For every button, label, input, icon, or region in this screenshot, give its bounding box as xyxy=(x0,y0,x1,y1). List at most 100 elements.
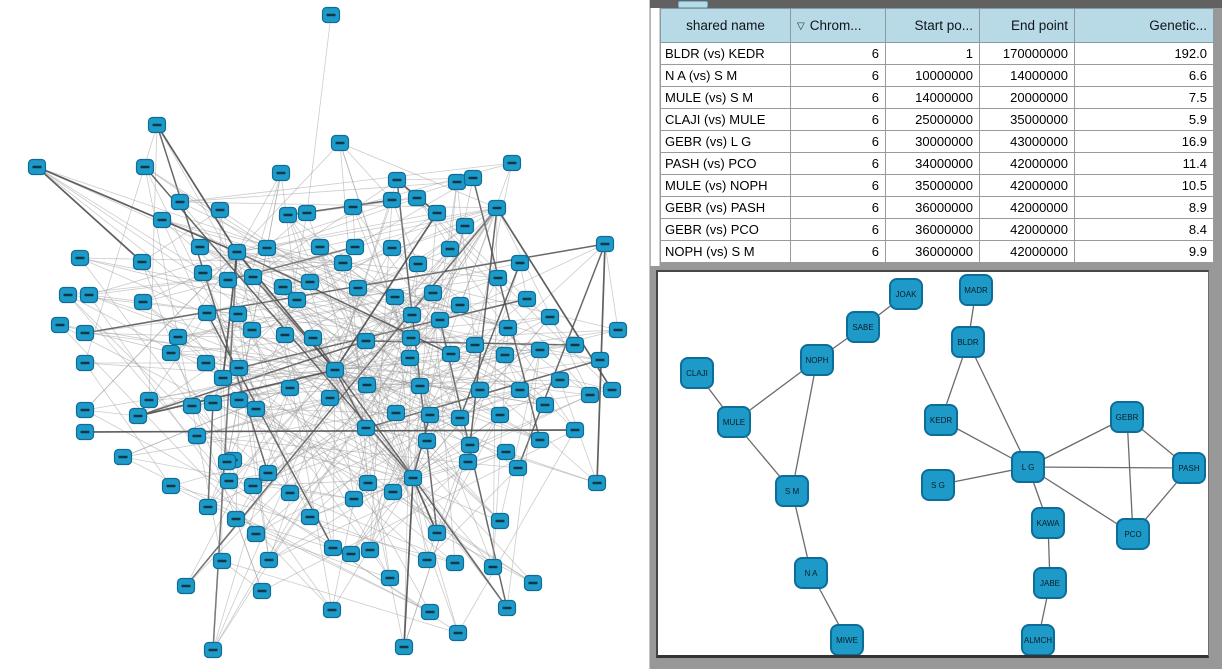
network-node[interactable] xyxy=(229,391,249,409)
network-node[interactable] xyxy=(427,204,447,222)
network-node[interactable] xyxy=(58,286,78,304)
network-node[interactable] xyxy=(497,599,517,617)
table-cell[interactable]: 14000000 xyxy=(979,64,1075,87)
network-node[interactable] xyxy=(75,354,95,372)
column-header-4[interactable]: Genetic... xyxy=(1074,8,1214,43)
network-node[interactable] xyxy=(198,498,218,516)
network-node[interactable] xyxy=(341,545,361,563)
network-node[interactable] xyxy=(193,264,213,282)
table-cell[interactable]: MULE (vs) S M xyxy=(660,86,791,109)
table-cell[interactable]: 6 xyxy=(790,64,886,87)
network-node-ALMCH[interactable]: ALMCH xyxy=(1021,624,1055,655)
network-node[interactable] xyxy=(27,158,47,176)
network-node[interactable] xyxy=(161,477,181,495)
table-row[interactable]: GEBR (vs) PCO 6 36000000 42000000 8.4 xyxy=(660,218,1214,241)
table-cell[interactable]: 16.9 xyxy=(1074,130,1214,153)
network-node[interactable] xyxy=(344,490,364,508)
network-node-JOAK[interactable]: JOAK xyxy=(889,278,923,310)
network-node[interactable] xyxy=(490,512,510,530)
network-node[interactable] xyxy=(540,308,560,326)
table-cell[interactable]: 6 xyxy=(790,196,886,219)
network-node[interactable] xyxy=(498,319,518,337)
network-node[interactable] xyxy=(128,407,148,425)
filtered-network-canvas[interactable]: JOAK SABE NOPH CLAJI MULE S M N A MIWE MADR BLDR K… xyxy=(656,270,1209,658)
table-cell[interactable]: 30000000 xyxy=(885,130,980,153)
network-node[interactable] xyxy=(147,116,167,134)
network-node[interactable] xyxy=(380,569,400,587)
network-node[interactable] xyxy=(187,427,207,445)
table-cell[interactable]: 34000000 xyxy=(885,152,980,175)
network-node[interactable] xyxy=(602,381,622,399)
network-node[interactable] xyxy=(133,293,153,311)
network-node[interactable] xyxy=(407,189,427,207)
table-cell[interactable]: 43000000 xyxy=(979,130,1075,153)
network-node[interactable] xyxy=(243,268,263,286)
table-cell[interactable]: 14000000 xyxy=(885,86,980,109)
network-node[interactable] xyxy=(417,551,437,569)
network-node-BLDR[interactable]: BLDR xyxy=(951,326,985,358)
network-node[interactable] xyxy=(448,624,468,642)
network-node[interactable] xyxy=(50,316,70,334)
table-cell[interactable]: NOPH (vs) S M xyxy=(660,240,791,263)
network-node[interactable] xyxy=(280,484,300,502)
network-node[interactable] xyxy=(386,404,406,422)
network-node[interactable] xyxy=(530,431,550,449)
network-node[interactable] xyxy=(430,311,450,329)
table-row[interactable]: PASH (vs) PCO 6 34000000 42000000 11.4 xyxy=(660,152,1214,175)
table-row[interactable]: MULE (vs) S M 6 14000000 20000000 7.5 xyxy=(660,86,1214,109)
table-cell[interactable]: 42000000 xyxy=(979,152,1075,175)
network-node[interactable] xyxy=(303,329,323,347)
network-node[interactable] xyxy=(403,469,423,487)
network-node[interactable] xyxy=(182,397,202,415)
table-cell[interactable]: 35000000 xyxy=(979,108,1075,131)
network-node-JABE[interactable]: JABE xyxy=(1033,567,1067,599)
network-node[interactable] xyxy=(455,217,475,235)
network-node[interactable] xyxy=(203,394,223,412)
network-node[interactable] xyxy=(385,288,405,306)
panel-tab[interactable] xyxy=(678,1,708,8)
table-cell[interactable]: 42000000 xyxy=(979,196,1075,219)
network-node[interactable] xyxy=(502,154,522,172)
network-node[interactable] xyxy=(382,191,402,209)
network-node[interactable] xyxy=(219,472,239,490)
network-node[interactable] xyxy=(300,273,320,291)
network-node-SM[interactable]: S M xyxy=(775,475,809,507)
table-cell[interactable]: 170000000 xyxy=(979,42,1075,65)
table-cell[interactable]: 6 xyxy=(790,86,886,109)
network-node[interactable] xyxy=(423,284,443,302)
network-node[interactable] xyxy=(275,326,295,344)
table-cell[interactable]: 8.9 xyxy=(1074,196,1214,219)
network-node[interactable] xyxy=(229,359,249,377)
network-node[interactable] xyxy=(259,551,279,569)
table-row[interactable]: CLAJI (vs) MULE 6 25000000 35000000 5.9 xyxy=(660,108,1214,131)
network-node[interactable] xyxy=(273,278,293,296)
table-cell[interactable]: BLDR (vs) KEDR xyxy=(660,42,791,65)
table-cell[interactable]: 6 xyxy=(790,240,886,263)
table-row[interactable]: GEBR (vs) PASH 6 36000000 42000000 8.9 xyxy=(660,196,1214,219)
table-cell[interactable]: 6 xyxy=(790,218,886,241)
table-row[interactable]: MULE (vs) NOPH 6 35000000 42000000 10.5 xyxy=(660,174,1214,197)
table-cell[interactable]: 6 xyxy=(790,108,886,131)
network-node[interactable] xyxy=(258,464,278,482)
network-node[interactable] xyxy=(139,391,159,409)
network-node[interactable] xyxy=(523,574,543,592)
network-node[interactable] xyxy=(135,158,155,176)
table-cell[interactable]: PASH (vs) PCO xyxy=(660,152,791,175)
column-header-0[interactable]: shared name xyxy=(660,8,791,43)
network-node[interactable] xyxy=(487,199,507,217)
network-node[interactable] xyxy=(360,541,380,559)
network-node[interactable] xyxy=(463,169,483,187)
column-header-1[interactable]: ▽ Chrom... xyxy=(790,8,886,43)
network-node[interactable] xyxy=(252,582,272,600)
network-node[interactable] xyxy=(196,354,216,372)
network-node[interactable] xyxy=(417,432,437,450)
network-node-LG[interactable]: L G xyxy=(1011,451,1045,483)
table-row[interactable]: GEBR (vs) L G 6 30000000 43000000 16.9 xyxy=(660,130,1214,153)
table-row[interactable]: NOPH (vs) S M 6 36000000 42000000 9.9 xyxy=(660,240,1214,263)
network-node[interactable] xyxy=(420,406,440,424)
table-cell[interactable]: 20000000 xyxy=(979,86,1075,109)
network-node[interactable] xyxy=(217,453,237,471)
network-node[interactable] xyxy=(297,204,317,222)
network-node[interactable] xyxy=(227,243,247,261)
network-node[interactable] xyxy=(408,255,428,273)
